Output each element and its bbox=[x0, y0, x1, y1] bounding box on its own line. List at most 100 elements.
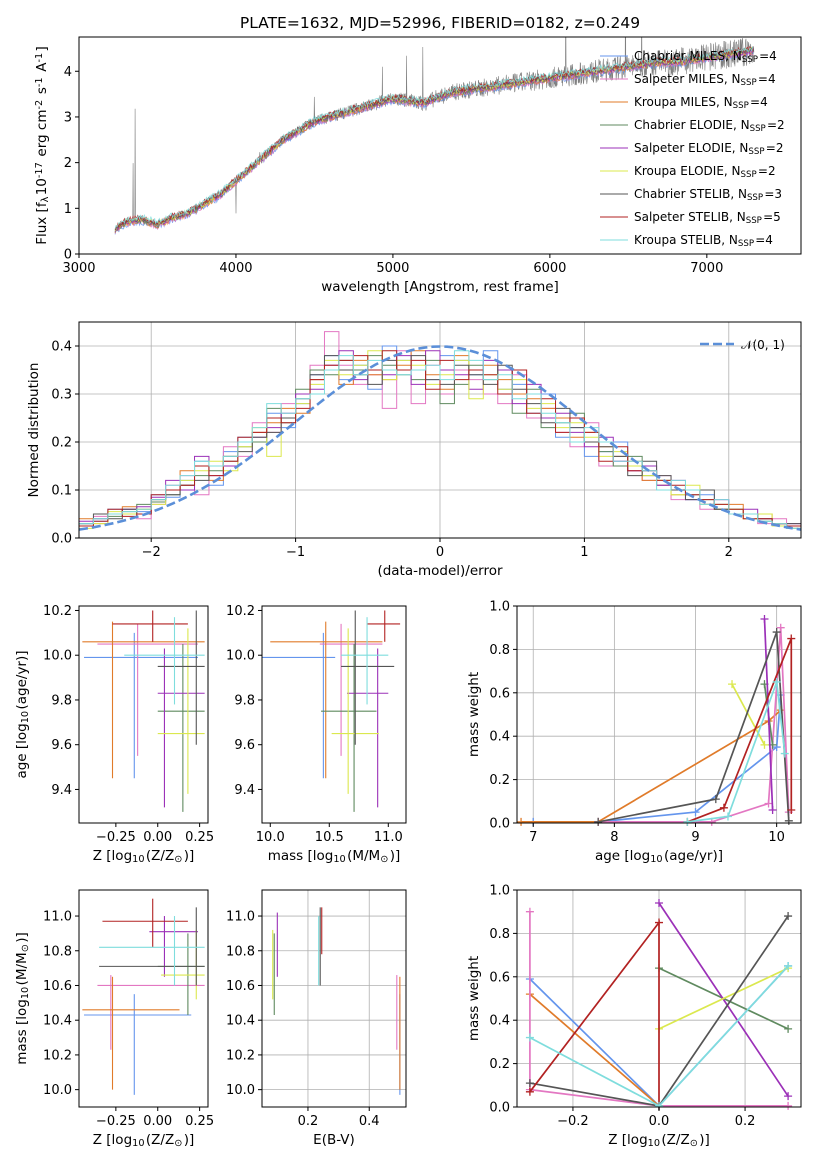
points-area bbox=[82, 898, 205, 1095]
weight-marker bbox=[525, 1033, 534, 1042]
plot-frame bbox=[261, 605, 407, 824]
y-tick-label: 0.3 bbox=[51, 388, 72, 403]
weight-marker bbox=[719, 803, 728, 812]
y-tick-label: 10.4 bbox=[43, 1014, 72, 1029]
y-tick-label: 10.6 bbox=[43, 979, 72, 994]
x-tick-label: 0.25 bbox=[185, 830, 214, 845]
weight-marker bbox=[772, 743, 781, 752]
y-tick-label: 2 bbox=[64, 156, 72, 171]
weight-line-2 bbox=[529, 911, 789, 1107]
y-tick-label: 3 bbox=[64, 110, 72, 125]
weight-marker bbox=[525, 907, 534, 916]
spectrum-plot-area bbox=[114, 37, 755, 235]
x-tick-label: 0.00 bbox=[143, 1114, 172, 1129]
panel-6: 0.2 0.4 10.0 10.2 10.4 10.6 10.8 11.0 E(B-V) bbox=[226, 889, 407, 1148]
x-axis-label: mass [log10 (M/M⊙ )] bbox=[268, 848, 401, 865]
y-tick-label: 1.0 bbox=[489, 884, 510, 899]
y-tick-label: 9.6 bbox=[51, 738, 72, 753]
x-axis-label: Z [log10 (Z/Z⊙ )] bbox=[93, 848, 195, 865]
model-line-8 bbox=[114, 46, 754, 230]
panel-3: 10.0 10.5 11.0 9.4 9.6 9.8 10.0 10.2 mass [log10… bbox=[226, 604, 407, 865]
x-tick-label: 10 bbox=[768, 830, 785, 845]
weight-marker bbox=[768, 805, 777, 814]
legend-entry: Salpeter MILES, NSSP =4 bbox=[634, 72, 776, 88]
weight-marker bbox=[594, 817, 603, 826]
x-tick-label: −0.2 bbox=[557, 1114, 589, 1129]
x-tick-label: 1 bbox=[580, 545, 588, 560]
weight-marker bbox=[784, 961, 793, 970]
y-tick-label: 1 bbox=[64, 202, 72, 217]
y-tick-label: 1.0 bbox=[489, 600, 510, 615]
x-axis-label: wavelength [Angstrom, rest frame] bbox=[321, 279, 559, 295]
y-axis-label: mass weight bbox=[466, 672, 482, 757]
y-tick-label: 10.0 bbox=[43, 1083, 72, 1098]
y-tick-label: 11.0 bbox=[43, 910, 72, 925]
y-tick-label: 0.2 bbox=[489, 1057, 510, 1072]
y-tick-label: 0.0 bbox=[51, 532, 72, 547]
y-tick-label: 10.2 bbox=[226, 1048, 255, 1063]
weight-marker bbox=[787, 805, 796, 814]
x-axis-label: Z [log10 (Z/Z⊙ )] bbox=[93, 1132, 195, 1149]
x-axis-label: E(B-V) bbox=[313, 1132, 355, 1148]
x-tick-label: 0.2 bbox=[298, 1114, 319, 1129]
y-tick-label: 0.8 bbox=[489, 927, 510, 942]
y-tick-label: 4 bbox=[64, 65, 72, 80]
x-tick-label: 2 bbox=[725, 545, 733, 560]
weight-line-7 bbox=[687, 638, 793, 823]
weight-marker bbox=[760, 615, 769, 624]
points-area bbox=[262, 610, 401, 812]
y-tick-label: 10.6 bbox=[226, 979, 255, 994]
y-tick-label: 0.2 bbox=[51, 436, 72, 451]
panel-0: 3000 4000 5000 6000 7000 0 1 2 3 4 wavelength [Ang… bbox=[34, 14, 802, 295]
y-tick-label: 10.2 bbox=[43, 1048, 72, 1063]
weight-marker bbox=[784, 816, 793, 825]
y-tick-label: 9.6 bbox=[234, 738, 255, 753]
weight-marker bbox=[787, 634, 796, 643]
weight-marker bbox=[772, 677, 781, 686]
lines-area bbox=[517, 615, 796, 826]
points-area bbox=[82, 610, 205, 812]
y-tick-label: 0.8 bbox=[489, 643, 510, 658]
legend-entry: Salpeter STELIB, NSSP =5 bbox=[634, 210, 781, 226]
weight-marker bbox=[691, 808, 700, 817]
y-tick-label: 9.4 bbox=[234, 783, 255, 798]
y-tick-label: 0 bbox=[64, 248, 72, 263]
y-tick-label: 11.0 bbox=[226, 910, 255, 925]
y-tick-label: 10.2 bbox=[226, 604, 255, 619]
weight-marker bbox=[525, 1079, 534, 1088]
x-tick-label: 0.4 bbox=[359, 1114, 380, 1129]
y-axis-label: age [log10 (age/yr)] bbox=[14, 650, 31, 778]
legend-entry: Salpeter ELODIE, NSSP =2 bbox=[634, 141, 783, 157]
x-axis-label: (data-model)/error bbox=[377, 563, 503, 579]
x-tick-label: 6000 bbox=[533, 261, 566, 276]
x-tick-label: 4000 bbox=[219, 261, 252, 276]
plot-frame bbox=[78, 605, 209, 824]
weight-line-7 bbox=[529, 919, 660, 1106]
y-tick-label: 0.0 bbox=[489, 1101, 510, 1116]
weight-marker bbox=[723, 812, 732, 821]
y-tick-label: 9.8 bbox=[51, 693, 72, 708]
weight-marker bbox=[711, 795, 720, 804]
x-tick-label: −0.25 bbox=[96, 1114, 136, 1129]
y-tick-label: 0.2 bbox=[489, 773, 510, 788]
x-tick-label: 3000 bbox=[62, 261, 95, 276]
x-tick-label: −0.25 bbox=[96, 830, 136, 845]
plot-frame bbox=[261, 889, 407, 1108]
histogram-series-8 bbox=[78, 350, 802, 538]
y-tick-label: 10.0 bbox=[43, 649, 72, 664]
y-tick-label: 10.0 bbox=[226, 1083, 255, 1098]
legend-entry: Chabrier MILES, NSSP =4 bbox=[634, 49, 777, 65]
weight-line-5 bbox=[731, 683, 766, 746]
x-tick-label: −1 bbox=[286, 545, 305, 560]
weight-marker bbox=[772, 628, 781, 637]
y-axis-label: mass [log10 (M/M⊙ )] bbox=[14, 932, 31, 1065]
weight-marker bbox=[784, 1024, 793, 1033]
panel-7: −0.2 0.0 0.2 0.0 0.2 0.4 0.6 0.8 1.0 Z [log10 (Z/… bbox=[466, 884, 802, 1149]
y-axis-label: Flux [fλ 10-17 erg cm-2 s-1 A-1 ] bbox=[34, 46, 51, 245]
y-tick-label: 0.0 bbox=[489, 817, 510, 832]
panel-1: −2 −1 0 1 2 0.0 0.1 0.2 0.3 0.4 (data-model)/error… bbox=[26, 321, 802, 579]
legend-entry: 𝒩(0, 1) bbox=[741, 338, 785, 352]
y-tick-label: 10.0 bbox=[226, 649, 255, 664]
plot-frame bbox=[516, 605, 802, 824]
